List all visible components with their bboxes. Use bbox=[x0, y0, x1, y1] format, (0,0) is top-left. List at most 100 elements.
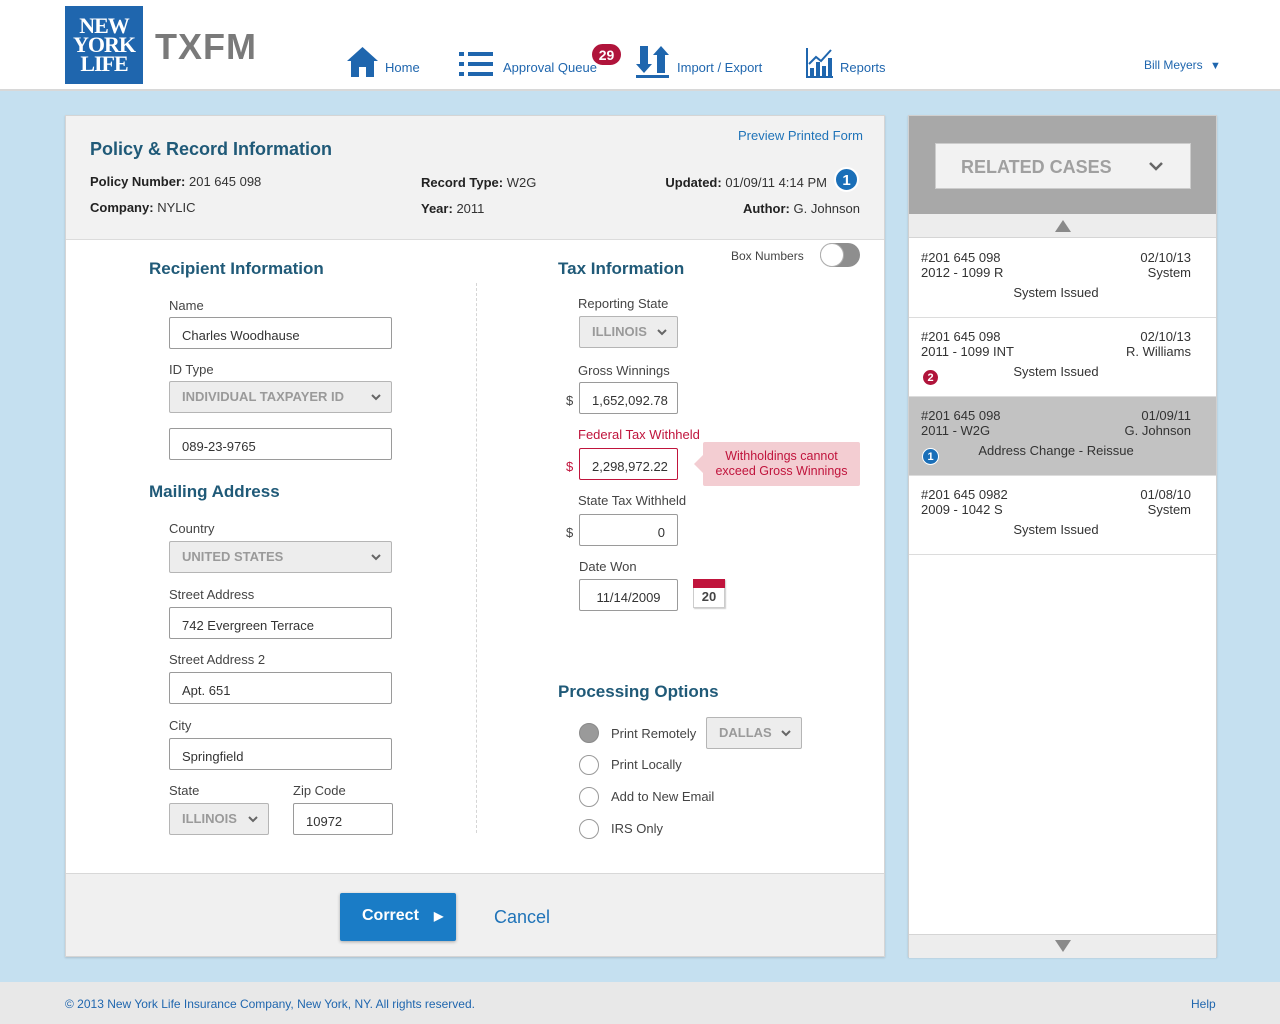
processing-title: Processing Options bbox=[558, 682, 719, 701]
street2-field[interactable]: Apt. 651 bbox=[169, 672, 392, 704]
case-number: #201 645 098 bbox=[921, 250, 1001, 265]
zip-field[interactable]: 10972 bbox=[293, 803, 393, 835]
case-author: R. Williams bbox=[1126, 344, 1191, 359]
preview-printed-form-link[interactable]: Preview Printed Form bbox=[738, 128, 863, 143]
chevron-down-icon bbox=[1149, 162, 1163, 171]
add-to-new-email-label: Add to New Email bbox=[611, 789, 715, 804]
recipient-title: Recipient Information bbox=[149, 259, 324, 278]
case-date: 01/09/11 bbox=[1141, 408, 1191, 423]
nav-approval-queue-label: Approval Queue bbox=[503, 60, 597, 75]
gross-winnings-label: Gross Winnings bbox=[578, 363, 670, 378]
city-field[interactable]: Springfield bbox=[169, 738, 392, 770]
case-number: #201 645 098 bbox=[921, 329, 1001, 344]
help-link[interactable]: Help bbox=[1191, 997, 1216, 1011]
nav-home[interactable]: Home bbox=[346, 44, 420, 78]
scroll-down-button[interactable] bbox=[909, 934, 1216, 958]
reporting-state-label: Reporting State bbox=[578, 296, 669, 311]
company: Company: NYLIC bbox=[90, 200, 196, 215]
date-won-field[interactable]: 11/14/2009 bbox=[579, 579, 678, 611]
new-york-life-logo[interactable]: NEW YORK LIFE bbox=[65, 6, 143, 84]
street2-label: Street Address 2 bbox=[169, 652, 266, 667]
currency-symbol: $ bbox=[566, 393, 574, 408]
arrow-right-icon: ▶ bbox=[434, 909, 444, 923]
print-location-select[interactable]: DALLAS bbox=[706, 717, 802, 749]
case-date: 01/08/10 bbox=[1140, 487, 1191, 502]
nav-import-export[interactable]: Import / Export bbox=[636, 44, 762, 78]
irs-only-radio[interactable] bbox=[579, 819, 599, 839]
related-cases-title: RELATED CASES bbox=[961, 157, 1112, 177]
street-label: Street Address bbox=[169, 587, 255, 602]
box-numbers-toggle[interactable] bbox=[820, 243, 860, 267]
policy-title: Policy & Record Information bbox=[90, 139, 333, 159]
state-select[interactable]: ILLINOIS bbox=[169, 803, 269, 835]
country-select[interactable]: UNITED STATES bbox=[169, 541, 392, 573]
nav-reports[interactable]: Reports bbox=[806, 44, 886, 78]
copyright: © 2013 New York Life Insurance Company, … bbox=[65, 997, 475, 1011]
related-case-item[interactable]: #201 645 098 2011 - 1099 INT 02/10/13 R.… bbox=[909, 318, 1216, 397]
street-field[interactable]: 742 Evergreen Terrace bbox=[169, 607, 392, 639]
related-case-item[interactable]: #201 645 0982 2009 - 1042 S 01/08/10 Sys… bbox=[909, 476, 1216, 555]
calendar-icon[interactable]: 20 bbox=[693, 579, 727, 610]
currency-symbol: $ bbox=[566, 459, 574, 474]
add-to-new-email-radio[interactable] bbox=[579, 787, 599, 807]
home-icon bbox=[346, 46, 379, 78]
case-author: System bbox=[1147, 502, 1191, 517]
country-label: Country bbox=[169, 521, 215, 536]
case-badge: 2 bbox=[922, 369, 939, 386]
case-date: 02/10/13 bbox=[1140, 250, 1191, 265]
record-type: Record Type: W2G bbox=[421, 175, 537, 190]
name-field[interactable]: Charles Woodhause bbox=[169, 317, 392, 349]
gross-winnings-field[interactable]: 1,652,092.78 bbox=[579, 382, 678, 414]
related-case-item-selected[interactable]: #201 645 098 2011 - W2G 01/09/11 G. John… bbox=[909, 397, 1216, 476]
state-tax-field[interactable]: 0 bbox=[579, 514, 678, 546]
approval-count-badge: 29 bbox=[591, 43, 622, 66]
currency-symbol: $ bbox=[566, 525, 574, 540]
state-tax-label: State Tax Withheld bbox=[578, 493, 687, 508]
case-status: System Issued bbox=[1013, 285, 1099, 300]
user-menu[interactable]: Bill Meyers ▼ bbox=[1144, 58, 1221, 72]
related-cases-header: RELATED CASES bbox=[909, 116, 1216, 214]
state-label: State bbox=[169, 783, 200, 798]
case-author: G. Johnson bbox=[1124, 423, 1192, 438]
page-footer: © 2013 New York Life Insurance Company, … bbox=[0, 982, 1280, 1024]
date-won-label: Date Won bbox=[579, 559, 637, 574]
city-label: City bbox=[169, 718, 192, 733]
related-cases-select[interactable]: RELATED CASES bbox=[935, 143, 1191, 189]
cancel-link[interactable]: Cancel bbox=[494, 907, 551, 927]
related-cases-panel: RELATED CASES #201 645 098 2012 - 1099 R… bbox=[908, 115, 1217, 958]
related-case-item[interactable]: #201 645 098 2012 - 1099 R 02/10/13 Syst… bbox=[909, 239, 1216, 318]
case-number: #201 645 098 bbox=[921, 408, 1001, 423]
reporting-state-select[interactable]: ILLINOIS bbox=[579, 316, 678, 348]
correct-button[interactable]: Correct ▶ bbox=[340, 893, 456, 941]
scroll-up-button[interactable] bbox=[909, 214, 1216, 238]
nav-import-export-label: Import / Export bbox=[677, 60, 763, 75]
tax-title: Tax Information bbox=[558, 259, 685, 278]
print-locally-label: Print Locally bbox=[611, 757, 682, 772]
chevron-down-icon bbox=[371, 554, 381, 561]
chevron-down-icon bbox=[781, 730, 791, 737]
print-locally-radio[interactable] bbox=[579, 755, 599, 775]
federal-tax-field[interactable]: 2,298,972.22 bbox=[579, 448, 678, 480]
reporting-state-value: ILLINOIS bbox=[592, 324, 647, 339]
chevron-down-icon bbox=[371, 394, 381, 401]
form-actions-bar: Correct ▶ Cancel bbox=[66, 873, 884, 956]
case-badge: 1 bbox=[922, 448, 939, 465]
print-remotely-radio[interactable] bbox=[579, 723, 599, 743]
case-status: System Issued bbox=[1013, 522, 1099, 537]
federal-tax-error: Withholdings cannot exceed Gross Winning… bbox=[694, 442, 860, 486]
error-pointer bbox=[694, 455, 703, 473]
caret-down-icon: ▼ bbox=[1210, 60, 1221, 72]
year: Year: 2011 bbox=[421, 201, 485, 216]
triangle-down-icon bbox=[1055, 940, 1071, 952]
calendar-day: 20 bbox=[701, 589, 717, 604]
import-export-icon bbox=[636, 46, 669, 78]
nav-approval-queue[interactable]: Approval Queue bbox=[459, 44, 597, 78]
id-number-field[interactable]: 089-23-9765 bbox=[169, 428, 392, 460]
policy-header: Preview Printed Form Policy & Record Inf… bbox=[66, 116, 884, 240]
case-status: System Issued bbox=[1013, 364, 1099, 379]
country-value: UNITED STATES bbox=[182, 549, 284, 564]
app-title: TXFM bbox=[155, 26, 257, 67]
updated-count-badge[interactable]: 1 bbox=[834, 167, 859, 192]
chart-icon bbox=[806, 48, 833, 78]
id-type-select[interactable]: INDIVIDUAL TAXPAYER ID bbox=[169, 381, 392, 413]
